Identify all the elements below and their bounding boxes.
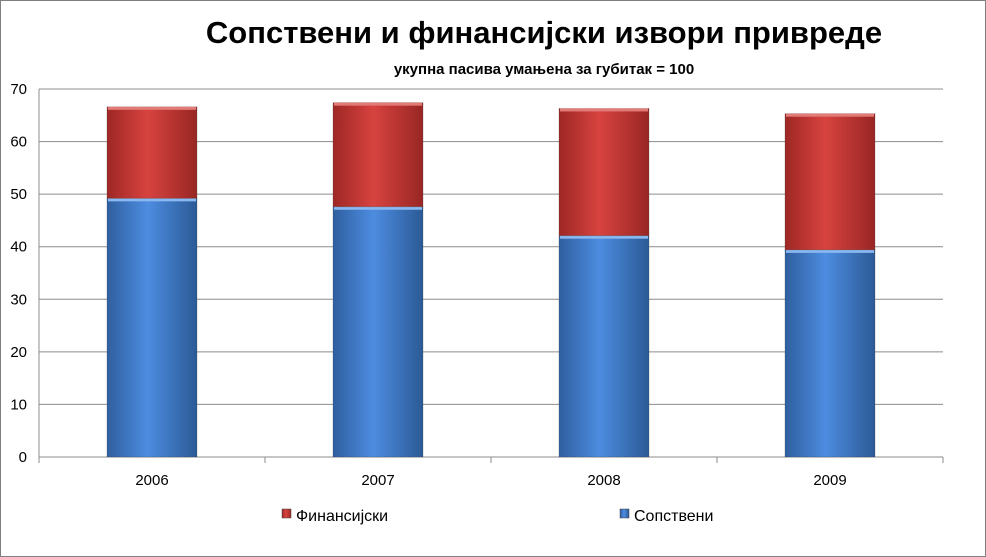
y-tick-label: 70	[10, 81, 27, 98]
chart-title: Сопствени и финансијски извори привреде	[205, 15, 883, 50]
y-tick-label: 20	[10, 344, 27, 361]
legend-label: Финансијски	[296, 508, 388, 525]
bar-highlight	[108, 198, 196, 202]
legend-label: Сопствени	[634, 508, 713, 525]
bar-Финансијски-2006	[106, 106, 198, 199]
chart-subtitle: укупна пасива умањена за губитак = 100	[393, 61, 695, 78]
bar-Сопствени-2006	[106, 197, 198, 458]
legend-swatch	[281, 508, 292, 519]
bar-highlight	[560, 108, 648, 112]
y-tick-label: 0	[19, 449, 27, 466]
bar-Финансијски-2007	[332, 102, 424, 208]
y-tick-label: 30	[10, 291, 27, 308]
bar-Финансијски-2009	[784, 113, 876, 251]
x-tick-label: 2008	[587, 472, 620, 489]
legend-swatch	[619, 508, 630, 519]
bar-highlight	[786, 113, 874, 117]
bar-highlight	[334, 102, 422, 106]
bar-Сопствени-2009	[784, 249, 876, 458]
y-tick-label: 40	[10, 239, 27, 256]
x-tick-label: 2009	[813, 472, 846, 489]
bar-highlight	[108, 106, 196, 110]
y-tick-label: 60	[10, 134, 27, 151]
x-tick-label: 2006	[135, 472, 168, 489]
bar-Финансијски-2008	[558, 107, 650, 237]
bar-highlight	[786, 249, 874, 253]
y-tick-label: 10	[10, 396, 27, 413]
bar-Сопствени-2007	[332, 206, 424, 458]
y-tick-label: 50	[10, 186, 27, 203]
bar-highlight	[334, 206, 422, 210]
bar-Сопствени-2008	[558, 235, 650, 458]
x-tick-label: 2007	[361, 472, 394, 489]
bar-highlight	[560, 235, 648, 239]
